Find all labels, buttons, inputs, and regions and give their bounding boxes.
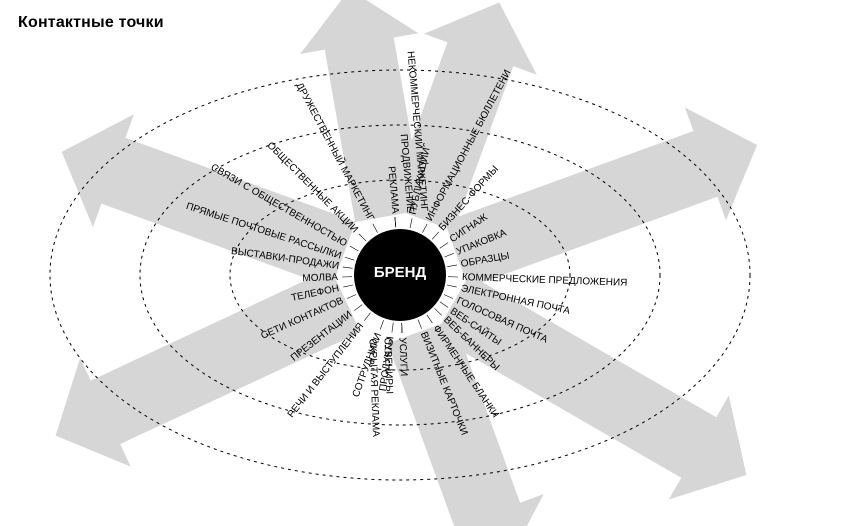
ray-label: МОЛВА [302, 272, 338, 284]
ray-label: УСЛУГИ [397, 337, 409, 376]
diagram-svg [0, 0, 855, 526]
ray-label: СУВЕНИРЫ [382, 338, 395, 395]
center-label: БРЕНД [354, 264, 446, 281]
diagram-stage: { "canvas": { "w": 855, "h": 526 }, "tit… [0, 0, 855, 526]
